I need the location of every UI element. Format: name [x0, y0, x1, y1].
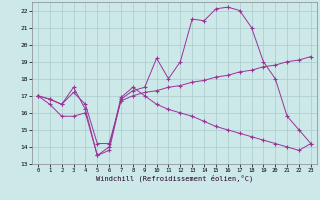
X-axis label: Windchill (Refroidissement éolien,°C): Windchill (Refroidissement éolien,°C) [96, 175, 253, 182]
